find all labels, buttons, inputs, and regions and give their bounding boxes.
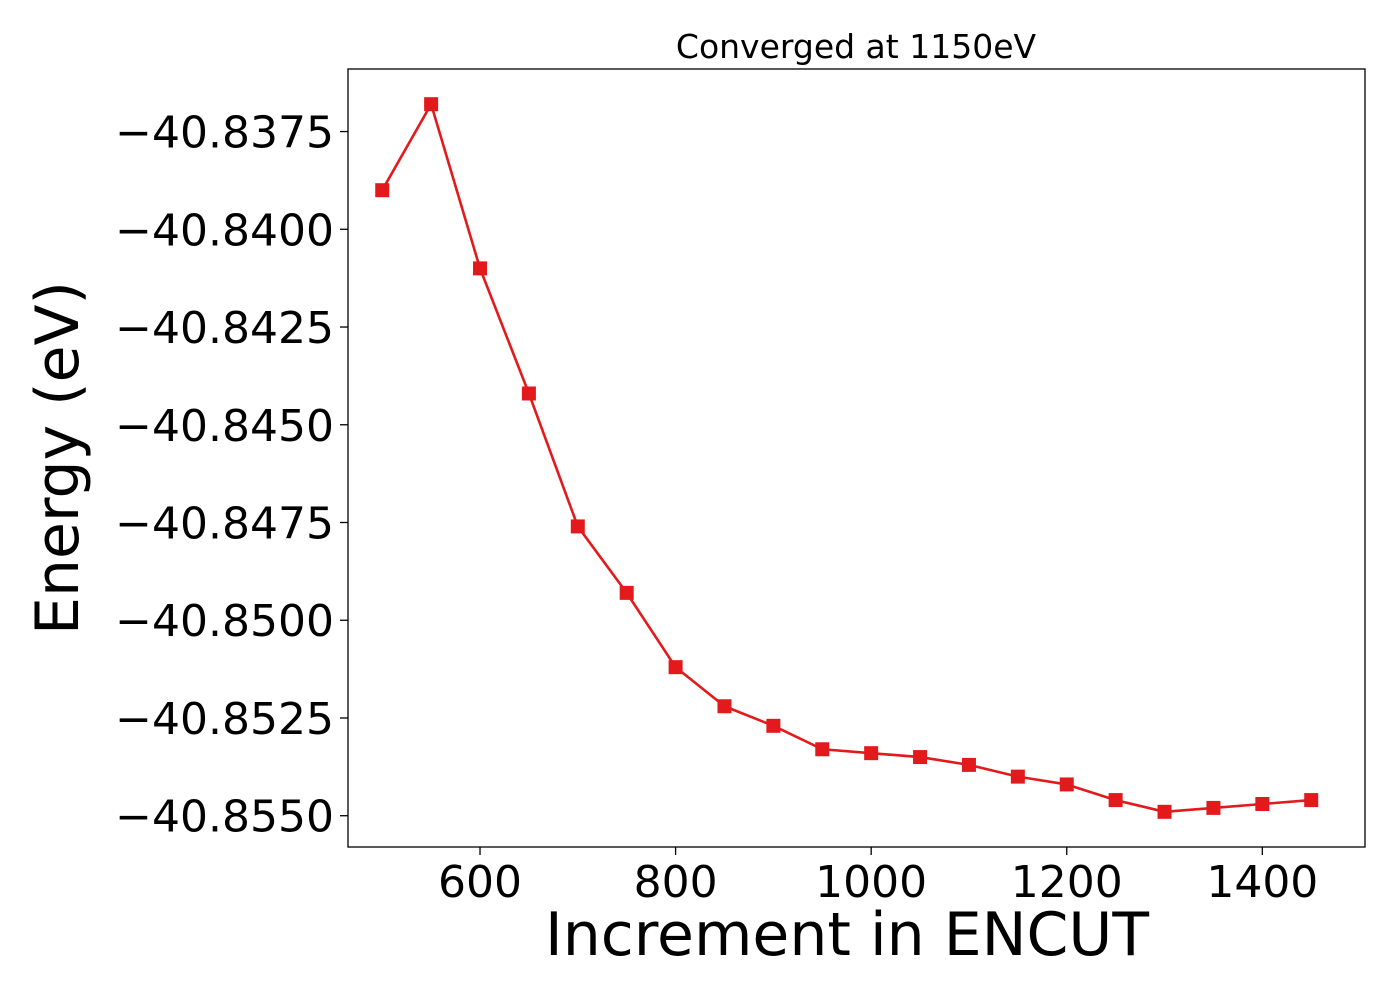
data-point-marker (375, 183, 390, 198)
data-point-marker (473, 261, 488, 276)
chart-title: Converged at 1150eV (676, 27, 1037, 66)
y-tick-label: −40.8375 (115, 108, 334, 159)
data-point-marker (521, 386, 536, 401)
data-point-marker (961, 757, 976, 772)
data-point-marker (1010, 769, 1025, 784)
y-tick-label: −40.8425 (115, 303, 334, 354)
data-point-marker (424, 97, 439, 112)
series-line (381, 102, 1312, 814)
x-axis-ticks: 600 800 1000 1200 1400 (438, 847, 1318, 908)
data-point-marker (815, 742, 830, 757)
y-tick-label: −40.8475 (115, 499, 334, 550)
data-point-marker (766, 718, 781, 733)
x-axis-label: Increment in ENCUT (545, 900, 1149, 970)
x-tick-label: 600 (438, 857, 522, 908)
data-point-marker (1255, 796, 1270, 811)
y-axis-ticks: −40.8375 −40.8400 −40.8425 −40.8450 −40.8475… (115, 108, 348, 843)
y-tick-label: −40.8525 (115, 694, 334, 745)
data-point-marker (1108, 793, 1123, 808)
data-point-marker (1304, 793, 1319, 808)
x-tick-label: 1400 (1206, 857, 1318, 908)
y-tick-label: −40.8500 (115, 596, 334, 647)
data-point-marker (1206, 800, 1221, 815)
data-point-marker (619, 585, 634, 600)
series-layer (375, 97, 1319, 819)
y-tick-label: −40.8450 (115, 401, 334, 452)
plot-frame (347, 68, 1366, 848)
x-tick-label: 1000 (815, 857, 927, 908)
data-point-marker (668, 660, 683, 675)
y-axis-label: Energy (eV) (23, 281, 93, 635)
x-tick-label: 1200 (1011, 857, 1123, 908)
x-tick-label: 800 (634, 857, 718, 908)
data-point-marker (570, 519, 585, 534)
data-point-marker (1157, 804, 1172, 819)
data-point-marker (864, 746, 879, 761)
y-tick-label: −40.8400 (115, 205, 334, 256)
data-point-marker (1059, 777, 1074, 792)
data-point-marker (717, 699, 732, 714)
data-point-marker (913, 750, 928, 765)
y-tick-label: −40.8550 (115, 792, 334, 843)
